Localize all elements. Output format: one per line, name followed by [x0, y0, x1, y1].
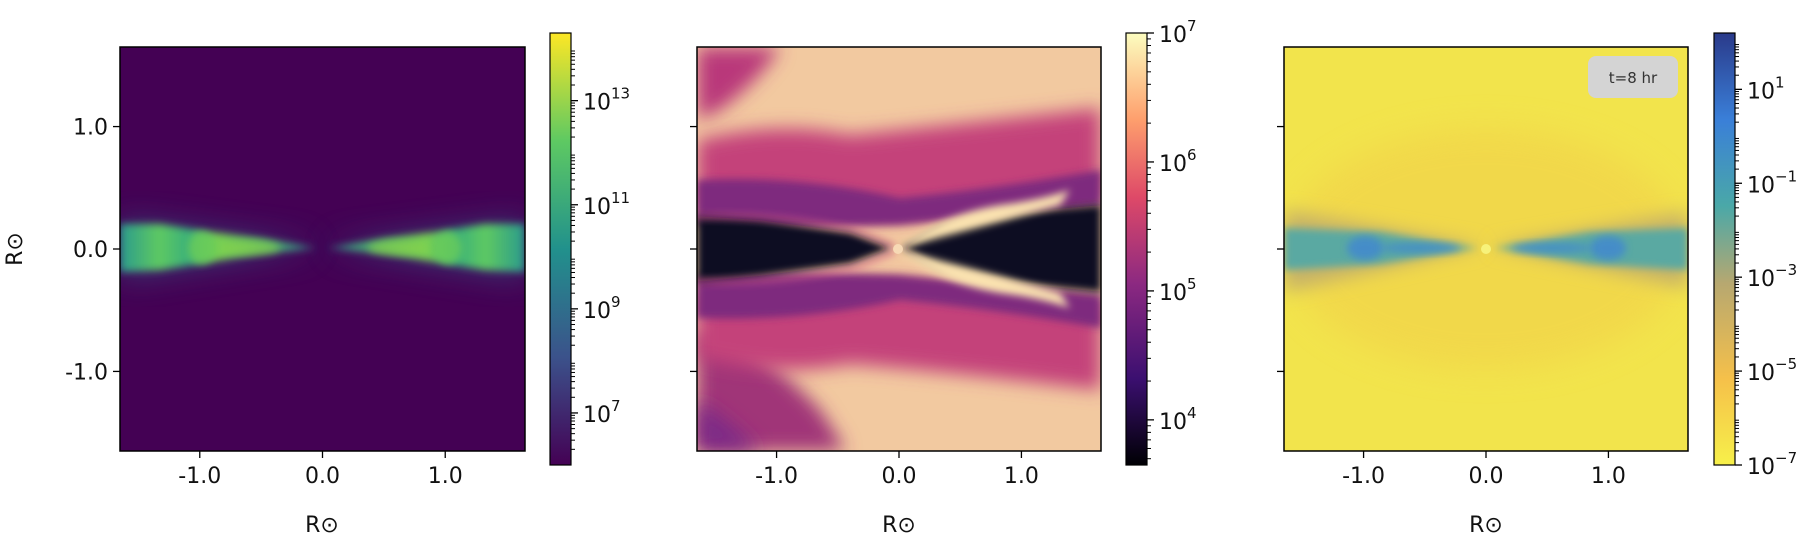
x-axis-label-left: R⊙	[305, 513, 339, 538]
x-axis-label-right: R⊙	[1469, 513, 1503, 538]
panel-middle: -1.0 0.0 1.0 R⊙ 104 105 106 107	[690, 17, 1197, 538]
heatmap-middle-image	[697, 47, 1101, 451]
x-tick-label: -1.0	[1342, 464, 1385, 489]
x-ticks-left: -1.0 0.0 1.0	[178, 451, 463, 489]
x-ticks-right: -1.0 0.0 1.0	[1342, 451, 1626, 489]
heatmap-left-image	[120, 47, 525, 451]
colorbar-tick-label: 10−5	[1747, 355, 1797, 386]
y-ticks-middle	[690, 125, 697, 373]
y-tick-label: -1.0	[65, 360, 108, 385]
x-ticks-middle: -1.0 0.0 1.0	[755, 451, 1039, 489]
colorbar-tick-label: 105	[1159, 275, 1197, 306]
x-tick-label: -1.0	[755, 464, 798, 489]
colorbar-left	[549, 32, 572, 466]
colorbar-tick-label: 106	[1159, 146, 1197, 177]
panel-right: t=8 hr -1.0 0.0 1.0 R⊙ 10−7 10−5 10−3 10−1 101	[1277, 32, 1797, 538]
x-tick-label: -1.0	[178, 464, 221, 489]
panel-left: -1.0 0.0 1.0 1.00.0-1.0 R⊙ R⊙ 107109101110…	[3, 32, 630, 538]
y-tick-label: 0.0	[73, 238, 108, 263]
time-annotation: t=8 hr	[1609, 69, 1658, 87]
colorbar-right	[1713, 32, 1736, 466]
colorbar-tick-label: 10−7	[1747, 449, 1797, 480]
y-ticks-left: 1.0 0.0 -1.0	[65, 116, 120, 385]
colorbar-tick-label: 107	[583, 397, 621, 428]
colorbar-tick-label: 1013	[583, 85, 630, 116]
colorbar-ticks-right: 10−7 10−5 10−3 10−1 101	[1735, 44, 1797, 480]
colorbar-middle	[1125, 32, 1148, 466]
x-tick-label: 0.0	[1469, 464, 1504, 489]
colorbar-ticks-middle: 104 105 106 107	[1147, 17, 1197, 460]
colorbar-tick-label: 1011	[583, 189, 630, 220]
x-tick-label: 1.0	[1004, 464, 1039, 489]
x-axis-label-middle: R⊙	[882, 513, 916, 538]
colorbar-tick-label: 10−1	[1747, 167, 1797, 198]
colorbar-tick-label: 104	[1159, 404, 1197, 435]
x-tick-label: 0.0	[305, 464, 340, 489]
x-tick-label: 1.0	[1591, 464, 1626, 489]
time-annotation-box: t=8 hr	[1588, 56, 1678, 98]
y-tick-label: 1.0	[73, 116, 108, 141]
colorbar-tick-label: 101	[1747, 73, 1785, 104]
colorbar-tick-label: 109	[583, 293, 621, 324]
x-tick-label: 0.0	[882, 464, 917, 489]
colorbar-tick-label: 10−3	[1747, 261, 1797, 292]
y-axis-label-left: R⊙	[3, 232, 28, 266]
colorbar-ticks-left: 107 109 1011 1013	[571, 50, 630, 450]
colorbar-tick-label: 107	[1159, 17, 1197, 48]
y-ticks-right	[1277, 125, 1284, 373]
x-tick-label: 1.0	[428, 464, 463, 489]
heatmap-right-image	[1284, 47, 1688, 451]
